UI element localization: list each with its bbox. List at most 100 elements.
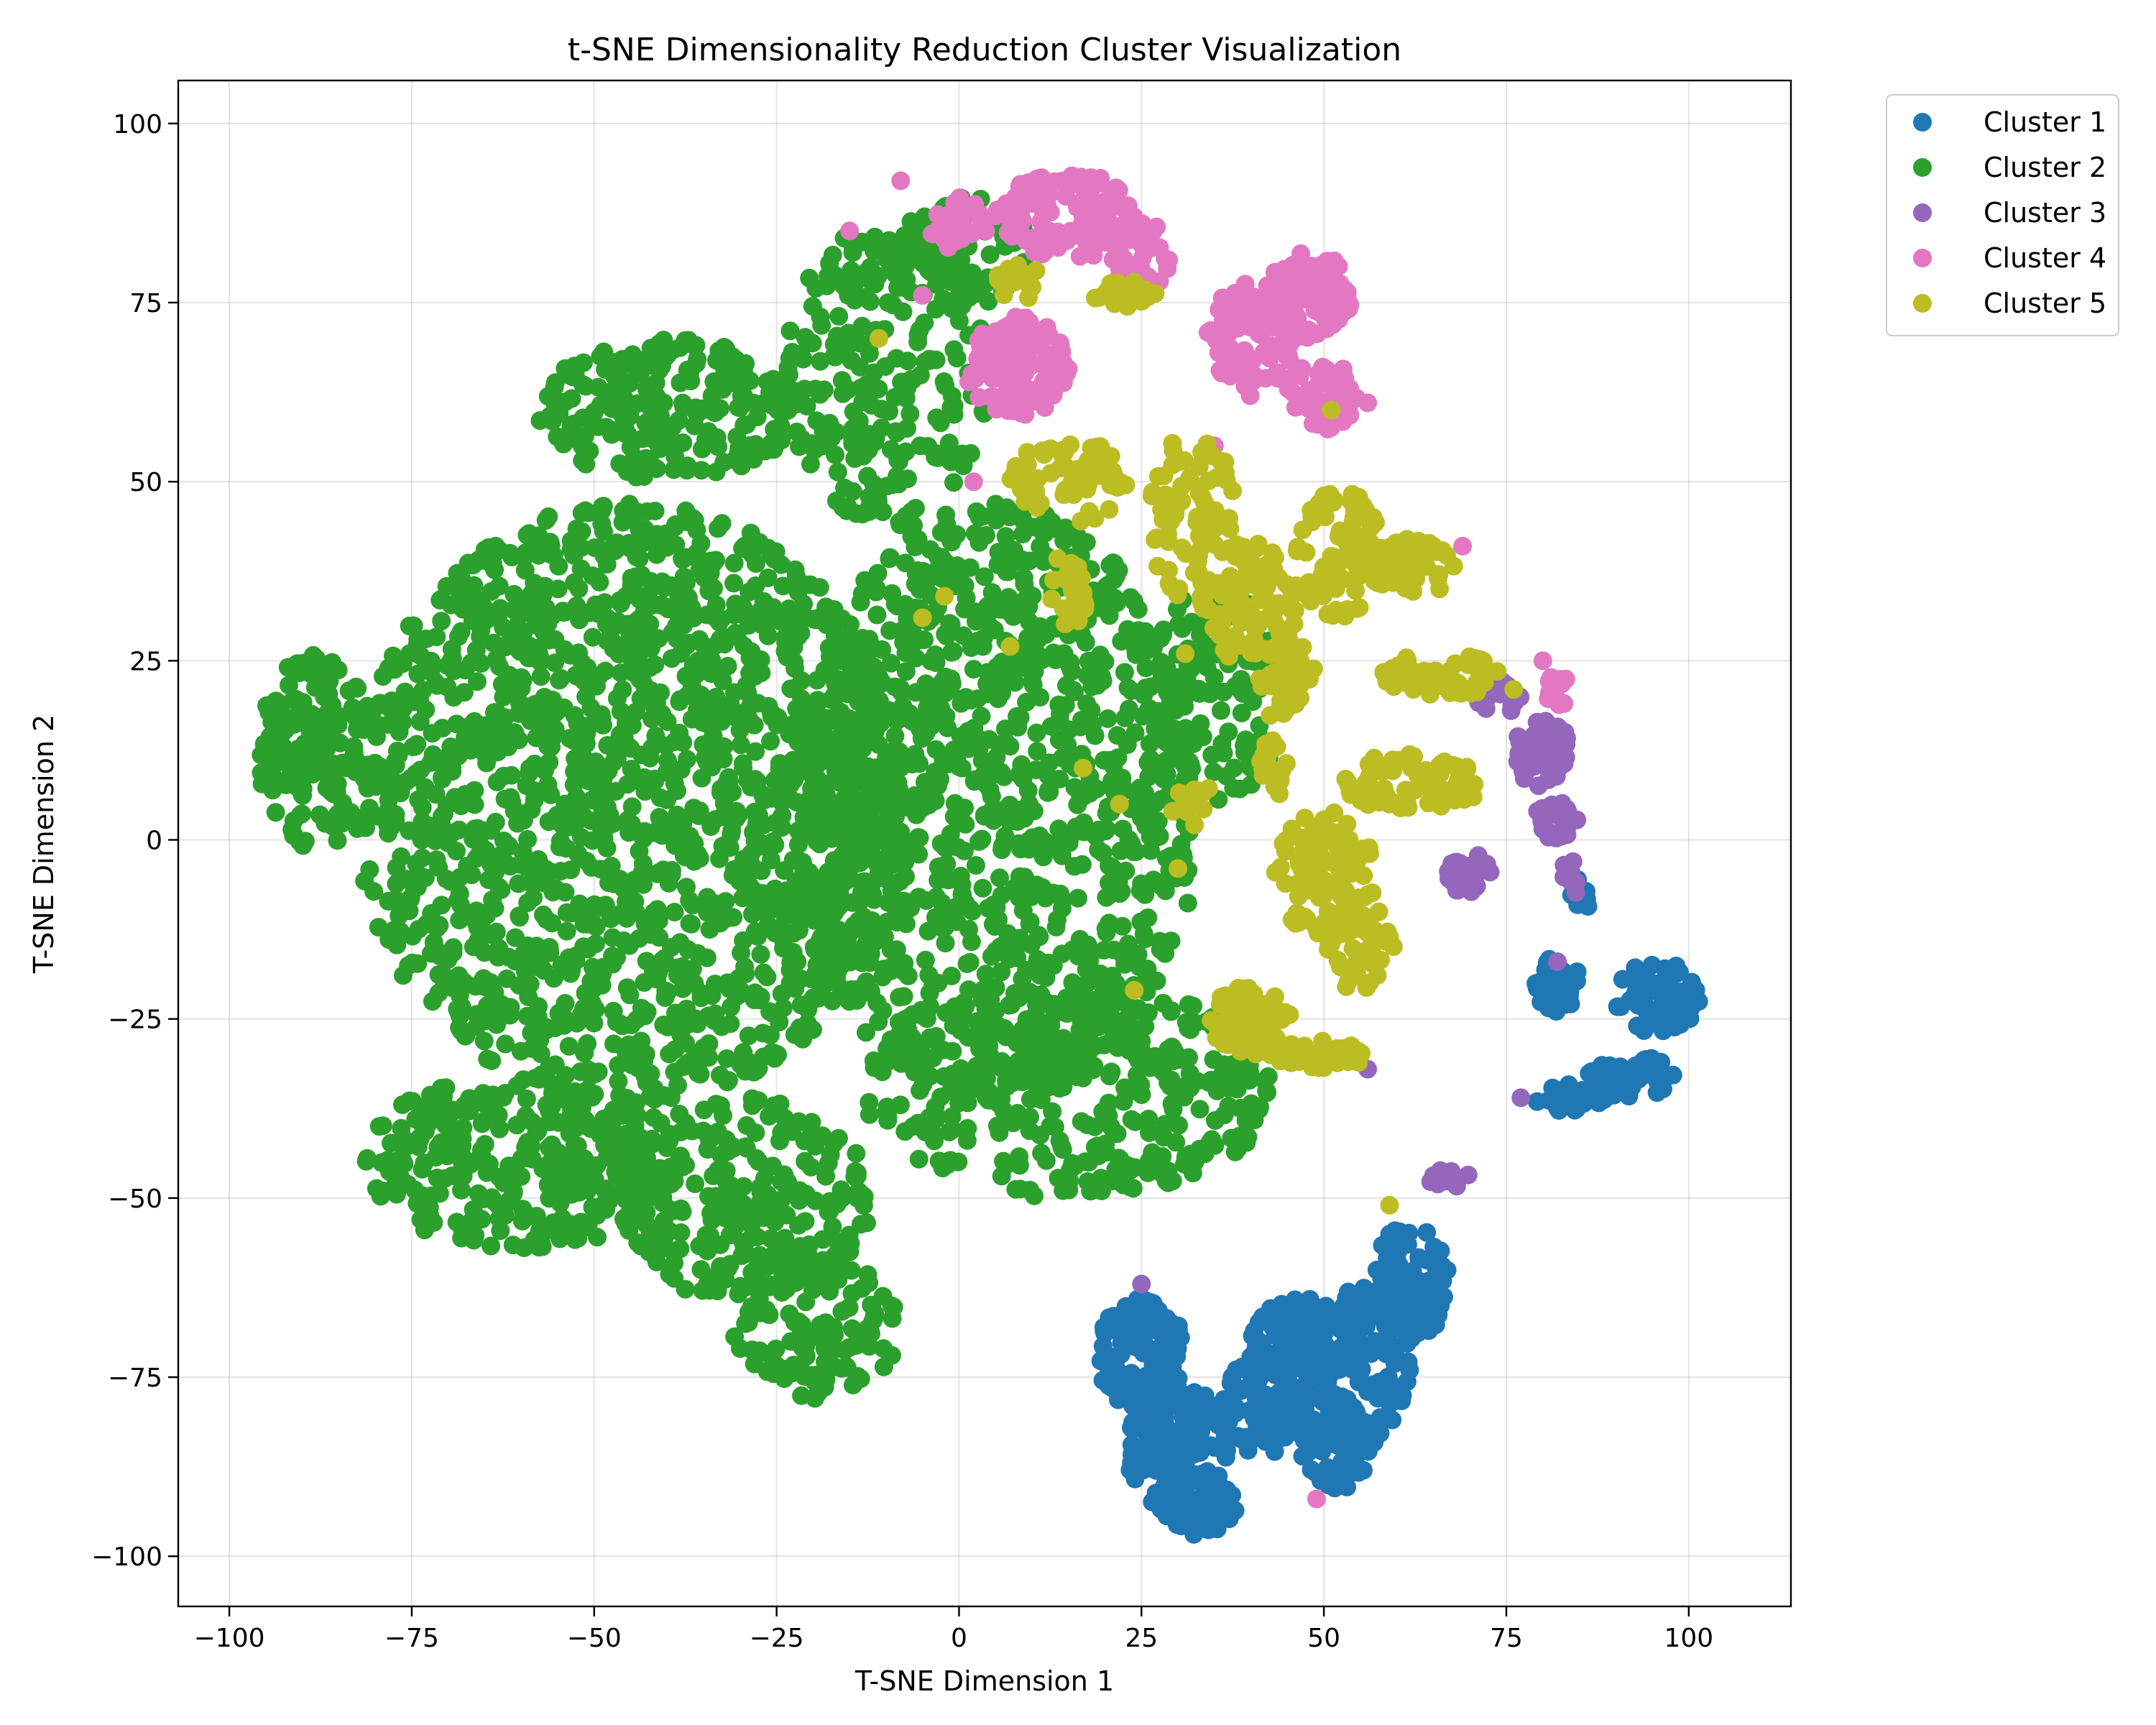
data-point xyxy=(969,740,989,758)
data-point xyxy=(436,1116,456,1135)
data-point xyxy=(832,371,852,390)
data-point xyxy=(1131,1312,1151,1330)
data-point xyxy=(497,969,517,988)
data-point xyxy=(1114,1366,1133,1386)
data-point xyxy=(1238,1378,1257,1397)
data-point xyxy=(1036,625,1056,644)
data-point xyxy=(757,967,777,987)
data-point xyxy=(1367,1261,1386,1279)
data-point xyxy=(505,801,524,821)
data-point xyxy=(323,717,342,736)
data-point xyxy=(1146,1358,1166,1377)
data-point xyxy=(590,573,609,592)
data-point xyxy=(1335,1337,1354,1356)
data-point xyxy=(678,940,698,959)
data-point xyxy=(489,1167,509,1187)
data-point xyxy=(422,1186,441,1205)
data-point xyxy=(745,802,764,822)
data-point xyxy=(764,1364,783,1384)
data-point xyxy=(843,430,862,449)
data-point xyxy=(875,357,895,376)
data-point xyxy=(839,285,858,305)
data-point xyxy=(843,832,862,852)
data-point xyxy=(1135,678,1155,698)
data-point xyxy=(1028,742,1047,761)
data-point xyxy=(939,837,959,857)
data-point xyxy=(746,742,765,761)
data-point xyxy=(509,730,528,750)
data-point xyxy=(1605,1077,1624,1096)
data-point xyxy=(456,785,475,804)
data-point xyxy=(911,365,930,385)
data-point xyxy=(310,805,329,824)
data-point xyxy=(566,1230,585,1249)
data-point xyxy=(635,1006,655,1026)
data-point xyxy=(1097,923,1116,942)
data-point xyxy=(883,1309,902,1328)
data-point xyxy=(910,580,929,599)
data-point xyxy=(266,803,285,822)
data-point xyxy=(556,994,575,1013)
data-point xyxy=(873,1287,893,1306)
data-point xyxy=(1249,1313,1268,1332)
data-point xyxy=(724,574,743,593)
data-point xyxy=(525,574,544,593)
data-point xyxy=(964,660,983,679)
data-point xyxy=(990,736,1009,755)
data-point xyxy=(732,943,750,962)
data-point xyxy=(796,1151,815,1171)
data-point xyxy=(973,878,992,898)
data-point xyxy=(1355,1433,1374,1453)
data-point xyxy=(501,998,520,1017)
data-point xyxy=(1303,1320,1322,1340)
data-point xyxy=(763,1043,781,1062)
data-point xyxy=(714,737,734,756)
data-point xyxy=(441,650,461,670)
data-point xyxy=(464,1230,484,1250)
data-point xyxy=(987,764,1007,783)
data-point xyxy=(1028,645,1047,664)
data-point xyxy=(824,668,844,687)
data-point xyxy=(1069,888,1087,908)
data-point xyxy=(719,1071,738,1090)
data-point xyxy=(1060,657,1079,676)
data-point xyxy=(788,601,806,620)
data-point xyxy=(812,316,831,335)
data-point xyxy=(410,712,430,732)
data-point xyxy=(538,736,558,755)
data-point xyxy=(1239,1357,1258,1376)
data-point xyxy=(539,1100,558,1120)
data-point xyxy=(607,1167,627,1186)
data-point xyxy=(474,598,494,617)
data-point xyxy=(748,1345,767,1364)
data-point xyxy=(635,596,654,615)
data-point xyxy=(878,293,898,313)
data-point xyxy=(1381,1302,1401,1322)
data-point xyxy=(941,615,961,634)
data-point xyxy=(662,938,681,957)
data-point xyxy=(888,466,906,486)
data-point xyxy=(1421,1278,1440,1297)
data-point xyxy=(1270,1383,1289,1402)
data-point xyxy=(545,719,565,739)
data-point xyxy=(1622,1077,1641,1097)
data-point xyxy=(1305,1463,1325,1482)
data-point xyxy=(952,758,972,778)
data-point xyxy=(489,1105,508,1125)
data-point xyxy=(825,615,844,635)
data-point xyxy=(612,350,632,369)
data-point xyxy=(545,630,565,649)
data-point xyxy=(820,413,839,433)
data-point xyxy=(1548,978,1567,998)
data-point xyxy=(778,1172,798,1192)
data-point xyxy=(516,1138,535,1156)
data-point xyxy=(881,548,900,568)
data-point xyxy=(1150,932,1169,951)
data-point xyxy=(522,1112,542,1131)
data-point xyxy=(680,914,699,933)
data-point xyxy=(872,640,892,659)
data-point xyxy=(1549,1100,1569,1120)
data-point xyxy=(522,800,541,819)
data-point xyxy=(951,572,970,592)
data-point xyxy=(614,1209,634,1228)
